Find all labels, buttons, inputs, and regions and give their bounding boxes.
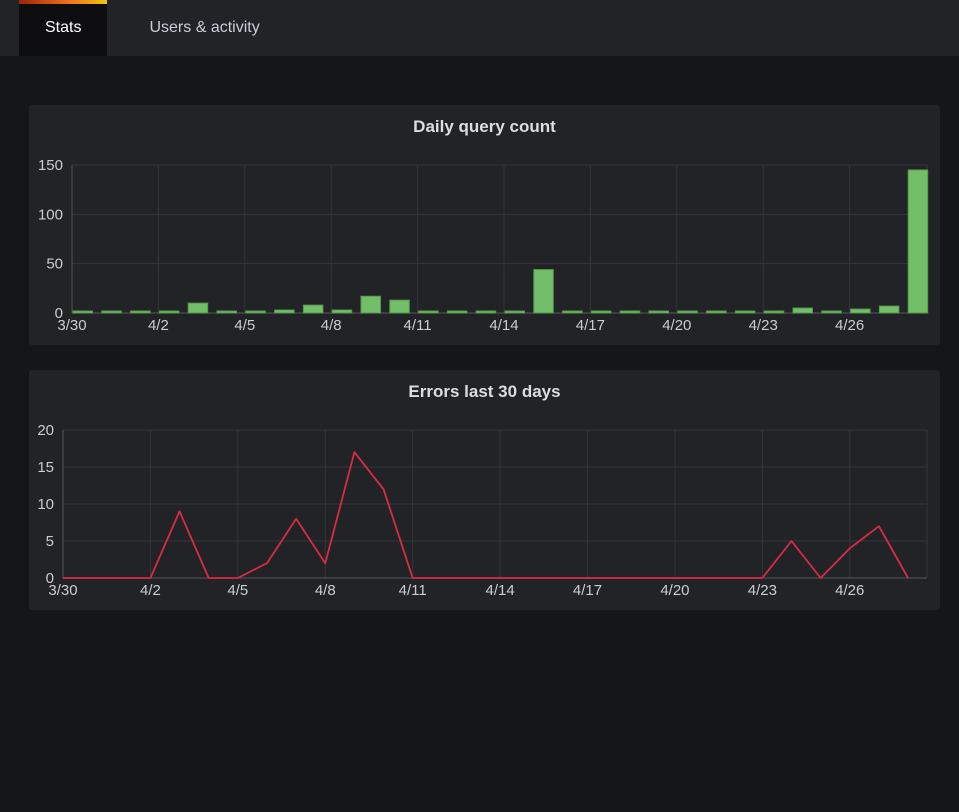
y-tick-label: 100 bbox=[38, 206, 63, 223]
y-tick-label: 150 bbox=[38, 157, 63, 174]
tab-users-activity-label: Users & activity bbox=[149, 19, 260, 36]
y-tick-label: 0 bbox=[46, 570, 54, 587]
bar-4/23[interactable] bbox=[763, 310, 785, 314]
panel-title-errors-last-30-days: Errors last 30 days bbox=[408, 382, 561, 401]
bar-4/21[interactable] bbox=[706, 310, 727, 314]
bar-4/27[interactable] bbox=[878, 305, 900, 314]
bar-4/17[interactable] bbox=[590, 310, 612, 314]
tab-bar: Stats Users & activity bbox=[0, 0, 959, 56]
bar-4/3[interactable] bbox=[187, 302, 209, 314]
x-tick-label: 4/8 bbox=[321, 317, 342, 334]
dashboard: Daily query count 0 50 100 150 3/30 4/2 4/5 4/8… bbox=[0, 56, 959, 610]
bar-4/2[interactable] bbox=[158, 310, 180, 314]
x-tick-label: 4/11 bbox=[404, 317, 432, 334]
bar-4/25[interactable] bbox=[821, 310, 842, 314]
x-tick-label: 4/11 bbox=[399, 582, 427, 599]
bar-4/24[interactable] bbox=[792, 307, 813, 314]
tab-stats-label: Stats bbox=[45, 19, 82, 36]
panel-title-daily-query-count: Daily query count bbox=[413, 117, 556, 136]
error-line-series[interactable] bbox=[63, 451, 909, 579]
bar-4/11[interactable] bbox=[418, 310, 439, 314]
bar-4/15[interactable] bbox=[533, 269, 554, 314]
bar-4/6[interactable] bbox=[274, 309, 295, 314]
bar-3/30[interactable] bbox=[72, 310, 93, 314]
x-tick-label: 4/5 bbox=[227, 582, 248, 599]
x-tick-label: 4/2 bbox=[148, 317, 169, 334]
y-tick-label: 20 bbox=[37, 422, 54, 439]
x-tick-label: 4/17 bbox=[576, 317, 605, 334]
x-tick-label: 4/20 bbox=[660, 582, 689, 599]
bar-4/14[interactable] bbox=[504, 310, 525, 314]
y-tick-label: 10 bbox=[37, 496, 54, 513]
bar-4/26[interactable] bbox=[850, 308, 871, 314]
x-tick-label: 4/17 bbox=[573, 582, 602, 599]
x-tick-label: 3/30 bbox=[57, 317, 86, 334]
bar-3/31[interactable] bbox=[101, 310, 122, 314]
bar-4/5[interactable] bbox=[245, 310, 266, 314]
x-tick-label: 4/23 bbox=[748, 582, 777, 599]
x-tick-label: 4/26 bbox=[835, 582, 864, 599]
errors-last-30-days-chart[interactable]: 0 5 10 15 20 3/30 4/2 4/5 4/8 4/11 4/14 4/17 4/20 4/2… bbox=[29, 404, 940, 610]
bar-4/16[interactable] bbox=[562, 310, 583, 314]
bar-4/13[interactable] bbox=[475, 310, 497, 314]
bar-4/8[interactable] bbox=[331, 309, 353, 314]
bar-4/19[interactable] bbox=[648, 310, 669, 314]
x-tick-label: 4/23 bbox=[749, 317, 778, 334]
bar-4/12[interactable] bbox=[446, 310, 468, 314]
bar-4/7[interactable] bbox=[302, 304, 324, 314]
y-tick-label: 0 bbox=[55, 305, 63, 322]
x-tick-label: 4/20 bbox=[662, 317, 691, 334]
panel-daily-query-count: Daily query count 0 50 100 150 3/30 4/2 4/5 4/8… bbox=[29, 105, 940, 345]
tab-stats[interactable]: Stats bbox=[19, 0, 108, 56]
x-tick-label: 4/8 bbox=[315, 582, 336, 599]
x-tick-label: 4/26 bbox=[835, 317, 864, 334]
y-tick-label: 50 bbox=[46, 256, 63, 273]
tab-users-activity[interactable]: Users & activity bbox=[107, 0, 301, 56]
x-tick-label: 4/2 bbox=[140, 582, 161, 599]
bar-4/10[interactable] bbox=[389, 299, 410, 314]
bar-4/9[interactable] bbox=[360, 295, 381, 314]
x-tick-label: 4/14 bbox=[485, 582, 514, 599]
x-tick-label: 3/30 bbox=[48, 582, 77, 599]
bar-4/22[interactable] bbox=[734, 310, 756, 314]
bar-4/28[interactable] bbox=[907, 169, 929, 314]
x-tick-label: 4/5 bbox=[234, 317, 255, 334]
y-tick-label: 5 bbox=[46, 533, 54, 550]
y-tick-label: 15 bbox=[37, 459, 54, 476]
bar-4/4[interactable] bbox=[216, 310, 237, 314]
x-tick-label: 4/14 bbox=[489, 317, 518, 334]
bar-4/20[interactable] bbox=[677, 310, 698, 314]
bar-4/18[interactable] bbox=[619, 310, 641, 314]
panel-errors-last-30-days: Errors last 30 days 0 5 10 15 20 3/30 4/2 4/5 4/… bbox=[29, 370, 940, 610]
bar-4/1[interactable] bbox=[130, 310, 151, 314]
daily-query-count-chart[interactable]: 0 50 100 150 3/30 4/2 4/5 4/8 4/11 4/14 4/17 4/20 4/… bbox=[29, 139, 940, 345]
